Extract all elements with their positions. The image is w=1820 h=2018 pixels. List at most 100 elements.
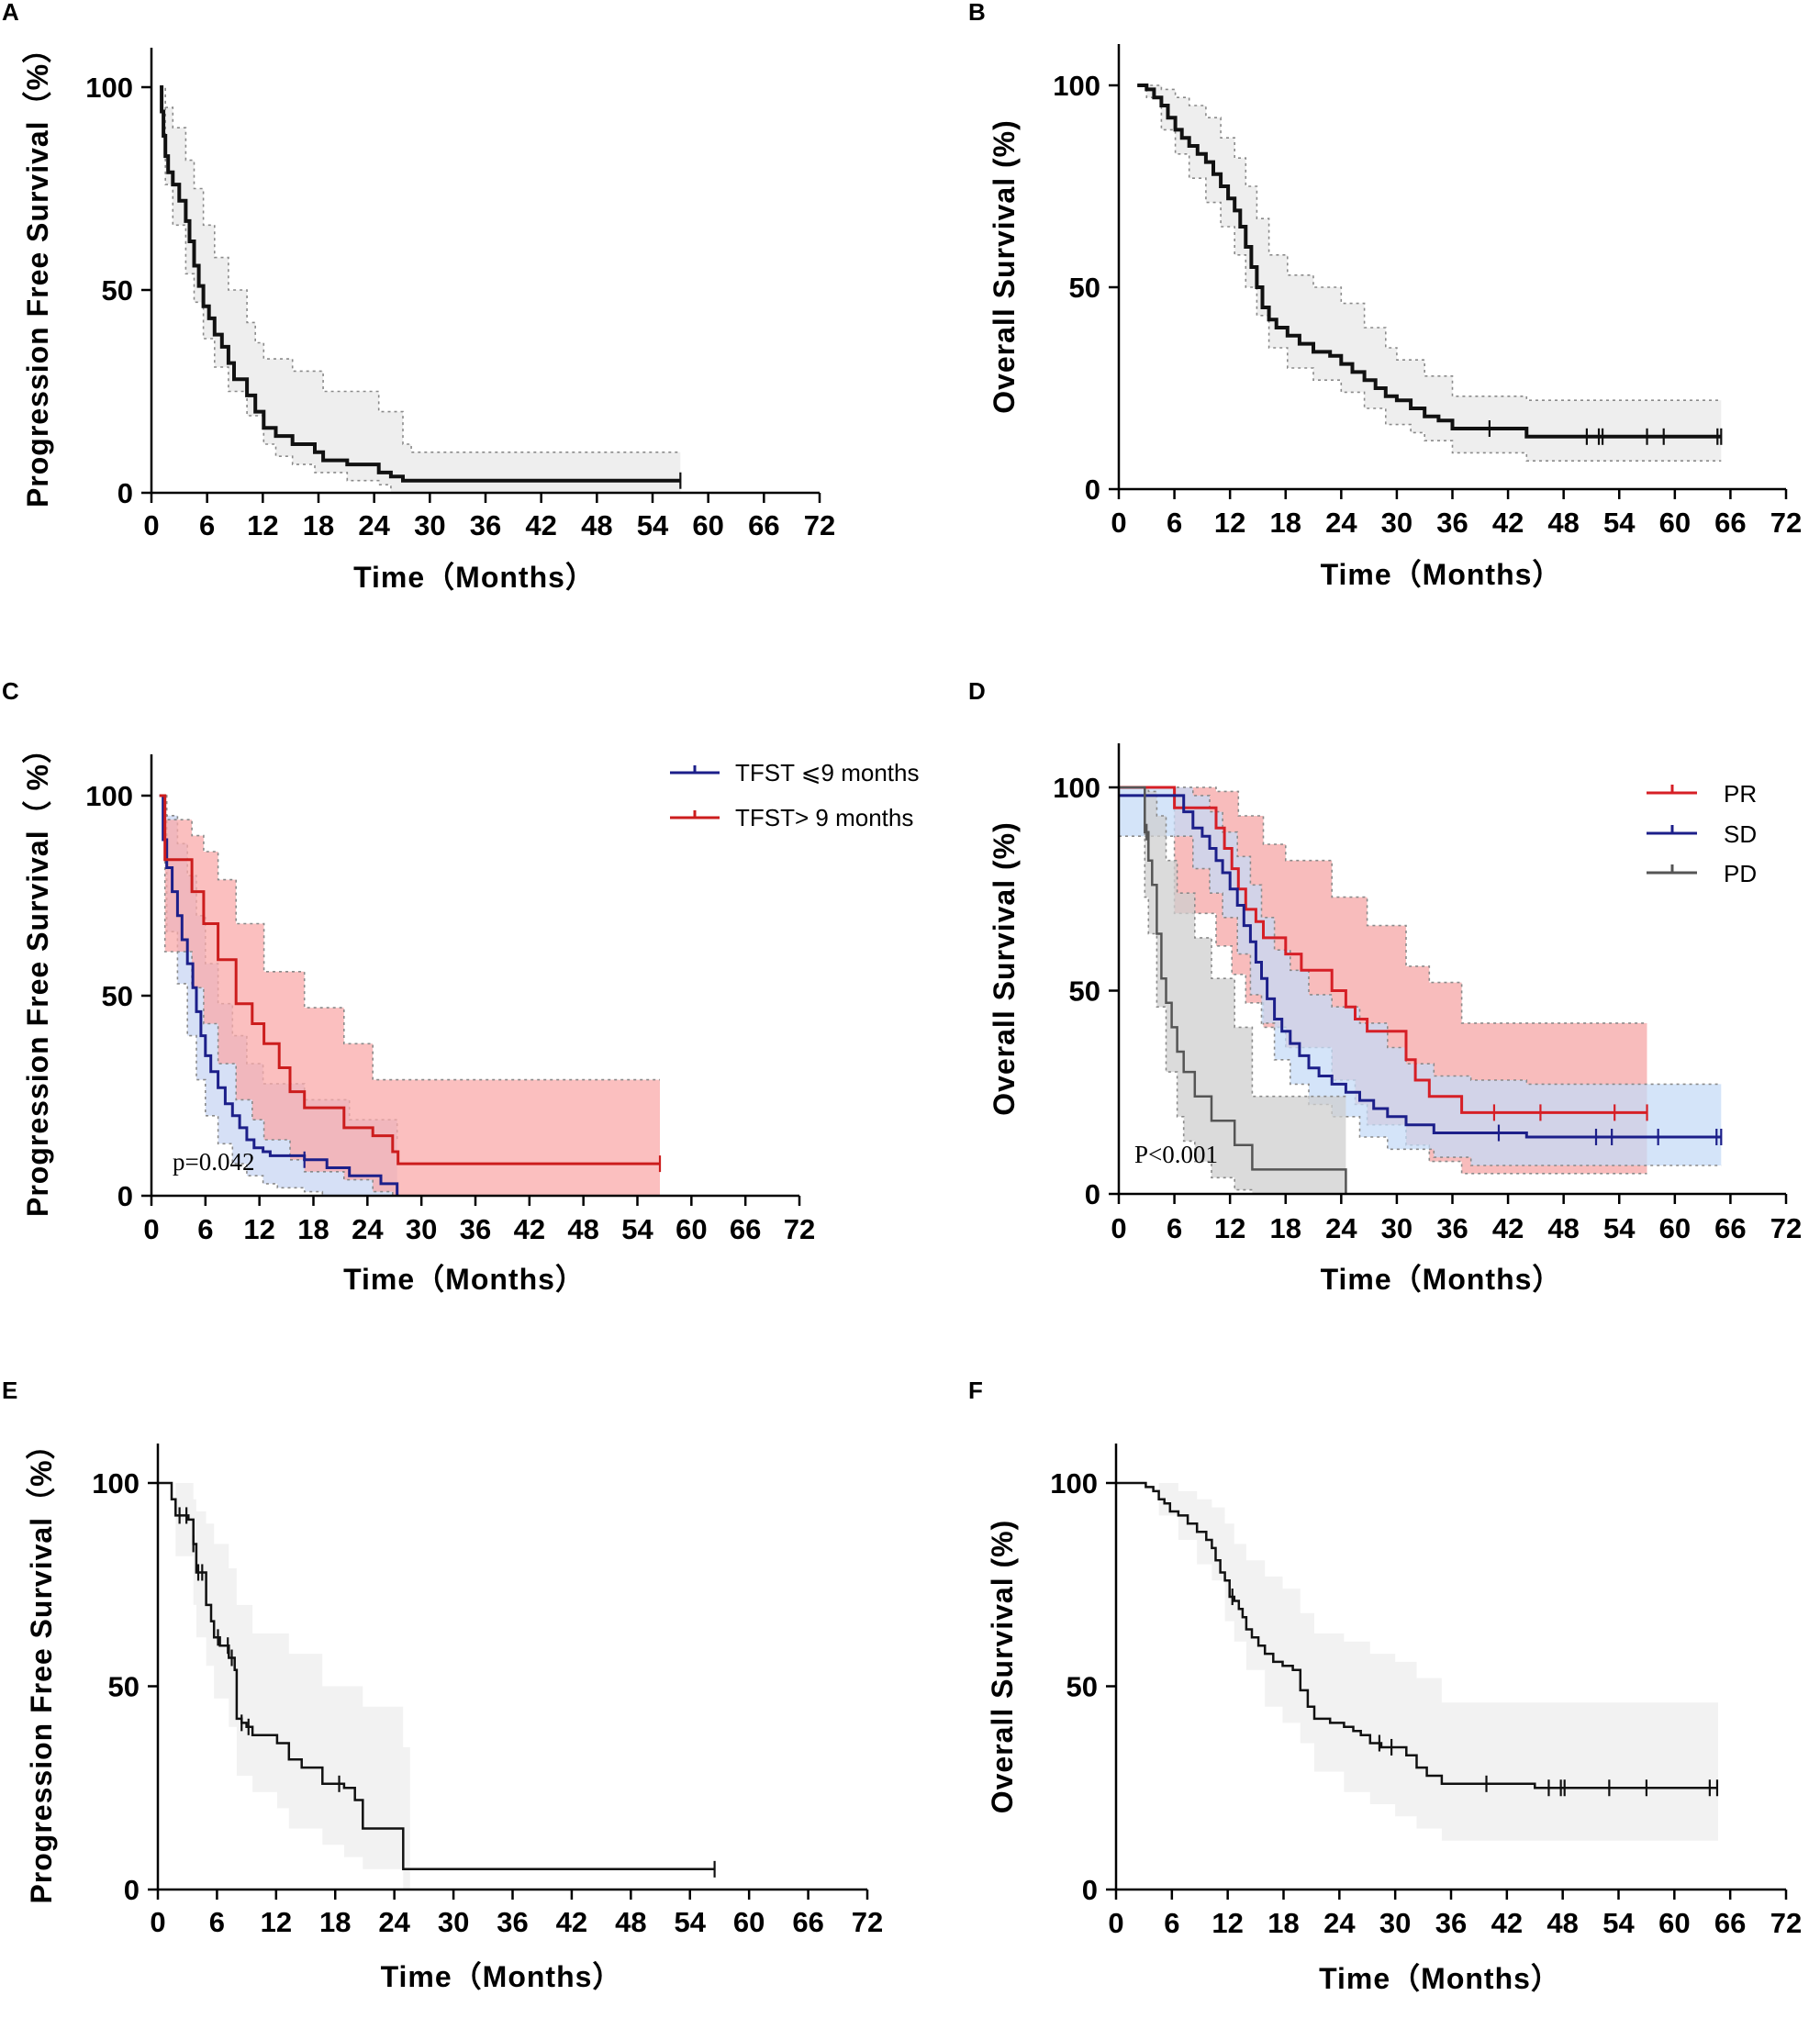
plot-area [1119,786,1723,1195]
x-tick-label: 6 [199,509,215,541]
x-tick-label: 72 [804,509,835,541]
x-tick-label: 72 [852,1906,883,1938]
y-tick-label: 100 [1053,70,1100,102]
x-tick-label: 6 [209,1906,225,1938]
ci-band-1 [1119,787,1722,1165]
x-tick-label: 66 [1714,1907,1746,1939]
x-tick-label: 0 [1111,507,1126,539]
y-axis-title: Overall Survival (%) [988,821,1021,1116]
x-tick-label: 36 [1435,1907,1467,1939]
x-tick-label: 0 [143,509,159,541]
ci-upper-line-0 [1137,84,1722,401]
x-tick-label: 30 [414,509,445,541]
ci-lower-line-1 [1119,835,1722,1166]
x-tick-label: 48 [1546,1907,1578,1939]
legend-label-sd: SD [1724,820,1757,848]
y-tick-label: 100 [92,1467,140,1500]
x-tick-label: 12 [247,509,278,541]
survival-curve-0 [1116,1481,1718,1789]
x-tick-label: 18 [297,1213,329,1245]
x-tick-label: 24 [1323,1907,1356,1939]
x-tick-label: 0 [1108,1907,1123,1939]
legend: PR SD PD [1647,780,1757,887]
x-tick-label: 66 [1714,507,1746,539]
ci-lower-line-2 [1119,786,1346,1195]
axes: 0 6 12 18 24 30 36 42 48 54 60 66 72 0 50 100 [1050,1444,1802,1939]
panel-B: 0 6 12 18 24 30 36 42 48 54 60 66 72 0 50 100 B Overall … [968,0,1802,591]
y-tick-label: 0 [117,1180,133,1212]
y-tick-label: 0 [124,1874,140,1906]
x-axis-title: Time（Months） [353,561,596,594]
y-axis-title: Overall Survival (%) [988,119,1021,414]
axes: 0 6 12 18 24 30 36 42 48 54 60 66 72 0 50 100 [92,1444,883,1938]
panel-C: 0 6 12 18 24 30 36 42 48 54 60 66 72 0 50 100 C Progress… [2,677,919,1296]
x-tick-label: 42 [514,1213,545,1245]
legend-label-pd: PD [1724,860,1757,887]
x-tick-label: 30 [1381,1212,1412,1244]
x-tick-label: 18 [1267,1907,1299,1939]
panel-label: E [2,1377,17,1404]
x-tick-label: 0 [143,1213,159,1245]
plot-area [159,794,662,1197]
x-tick-label: 60 [676,1213,707,1245]
panel-label: A [2,0,19,26]
x-tick-label: 48 [567,1213,598,1245]
axes: 0 6 12 18 24 30 36 42 48 54 60 66 72 0 50 100 [1053,743,1802,1244]
plot-area [1137,84,1723,462]
x-tick-label: 24 [352,1213,384,1245]
x-tick-label: 72 [784,1213,815,1245]
y-tick-label: 50 [108,1671,140,1703]
x-tick-label: 42 [525,509,556,541]
survival-curve-0 [158,1481,715,1871]
legend: TFST ⩽9 months TFST> 9 months [670,759,919,831]
y-axis-title: Progression Free Survival（%） [25,1429,58,1903]
y-tick-label: 100 [1050,1467,1098,1500]
x-tick-label: 6 [197,1213,213,1245]
y-tick-label: 50 [1069,976,1100,1008]
ci-band-2 [1119,787,1346,1194]
y-tick-label: 0 [1082,1874,1098,1906]
x-tick-label: 18 [303,509,334,541]
ci-band-0 [1137,85,1722,462]
axes: 0 6 12 18 24 30 36 42 48 54 60 66 72 0 50 100 [85,48,835,541]
survival-curve-1 [1119,794,1722,1139]
x-tick-label: 66 [730,1213,761,1245]
y-axis-title: Progression Free Survival（ %） [21,733,54,1217]
panel-label: B [968,0,986,26]
survival-curve-0 [1137,84,1722,439]
x-tick-label: 36 [1436,507,1468,539]
ci-lower-line-0 [160,86,681,494]
survival-curve-2 [1119,786,1347,1194]
x-tick-label: 6 [1164,1907,1179,1939]
x-tick-label: 12 [1211,1907,1243,1939]
survival-curve-0 [160,85,681,483]
ci-lower-line-0 [159,795,397,1197]
x-tick-label: 54 [621,1213,653,1245]
x-tick-label: 48 [1547,1212,1579,1244]
plot-area [1116,1481,1719,1841]
x-tick-label: 54 [675,1906,707,1938]
y-tick-label: 100 [85,780,133,812]
panel-label: C [2,677,19,705]
x-tick-label: 0 [150,1906,165,1938]
x-tick-label: 24 [358,509,390,541]
ci-band-0 [1119,787,1647,1174]
x-tick-label: 48 [615,1906,646,1938]
x-tick-label: 48 [581,509,612,541]
x-tick-label: 18 [1270,1212,1301,1244]
x-tick-label: 24 [378,1906,410,1938]
x-tick-label: 18 [319,1906,351,1938]
axes: 0 6 12 18 24 30 36 42 48 54 60 66 72 0 50 100 [1053,44,1802,539]
legend-label-pr: PR [1724,780,1757,808]
x-tick-label: 12 [1214,1212,1245,1244]
x-tick-label: 66 [1714,1212,1746,1244]
x-axis-title: Time（Months） [343,1263,586,1296]
x-tick-label: 66 [748,509,779,541]
y-axis-title: Overall Survival (%) [986,1520,1019,1814]
x-tick-label: 60 [692,509,723,541]
ci-upper-line-2 [1119,786,1346,1098]
y-tick-label: 100 [1053,772,1100,804]
y-tick-label: 0 [117,477,133,509]
x-tick-label: 30 [406,1213,437,1245]
ci-band-1 [159,796,661,1196]
